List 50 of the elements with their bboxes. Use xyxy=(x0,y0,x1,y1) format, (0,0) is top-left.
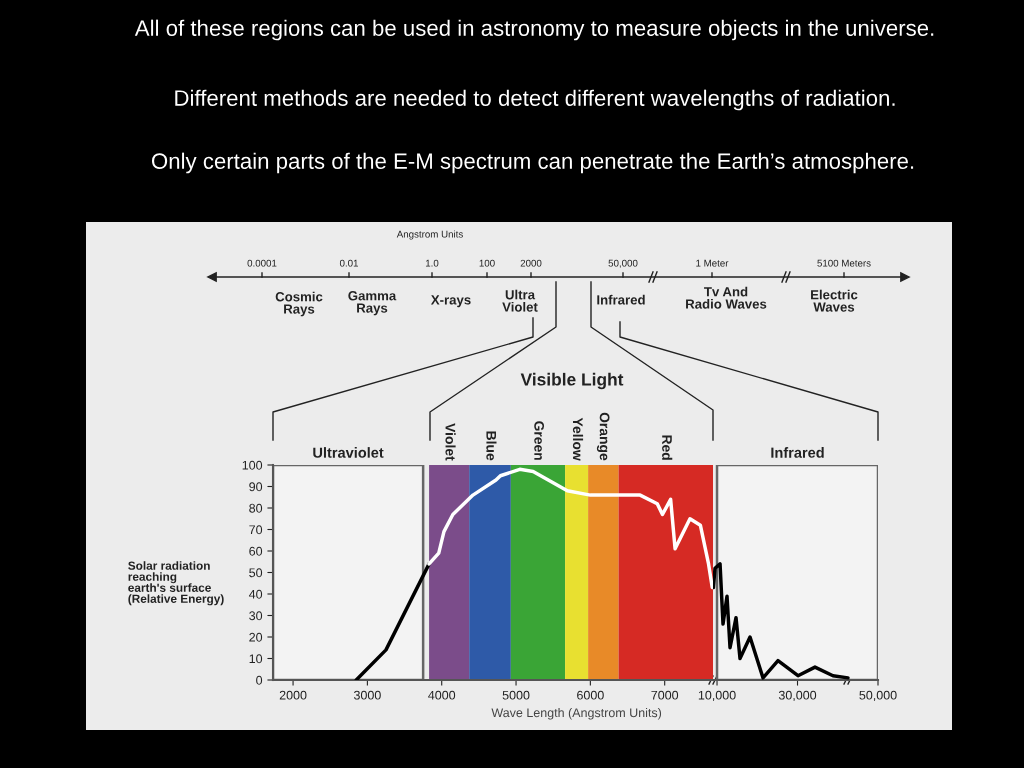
y-tick-label: 80 xyxy=(249,503,263,513)
x-tick-label: 6000 xyxy=(577,690,604,700)
y-tick-label: 50 xyxy=(249,568,263,578)
text: Ultra Violet xyxy=(502,289,538,312)
text: Visible Light xyxy=(520,372,624,390)
band-label: Yellow xyxy=(572,417,584,461)
y-tick-label: 0 xyxy=(256,675,263,685)
x-tick-label: 30,000 xyxy=(778,690,817,702)
text: 1 Meter xyxy=(696,259,729,267)
x-tick-label: 2000 xyxy=(279,690,307,700)
text: 50,000 xyxy=(608,259,638,268)
band-label: Blue xyxy=(486,431,497,461)
y-tick-label: 60 xyxy=(249,546,263,556)
y-tick-label: 20 xyxy=(249,632,263,642)
band-label: Infrared xyxy=(771,447,824,458)
text: Electric Waves xyxy=(811,289,858,312)
text: 1.0 xyxy=(425,259,439,267)
band-label: Green xyxy=(534,421,545,460)
text: Infrared xyxy=(597,294,645,305)
text: 0.01 xyxy=(339,259,358,267)
y-axis-title: Solar radiation reaching earth's surface (Relative Energy) xyxy=(128,561,224,606)
text: Only certain parts of the E-M spectrum can penetrate the Earth’s atmosphere. xyxy=(151,152,914,174)
text: 0.0001 xyxy=(247,259,277,267)
band-label: Ultraviolet xyxy=(313,447,384,458)
text: Different methods are needed to detect different wavelengths of radiation. xyxy=(175,89,895,111)
y-tick-label: 70 xyxy=(249,525,263,535)
y-tick-label: 10 xyxy=(249,654,263,664)
text: 5100 Meters xyxy=(817,259,871,267)
x-tick-label: 4000 xyxy=(428,690,456,700)
text: Angstrom Units xyxy=(396,230,463,240)
text: All of these regions can be used in astronomy to measure objects in the universe. xyxy=(134,19,934,41)
y-tick-label: 90 xyxy=(249,482,263,492)
x-tick-label: 3000 xyxy=(353,690,381,700)
y-tick-label: 30 xyxy=(249,611,263,621)
text: 100 xyxy=(479,259,495,267)
text: X-rays xyxy=(430,295,471,308)
x-axis-title: Wave Length (Angstrom Units) xyxy=(491,707,662,720)
y-tick-label: 100 xyxy=(242,460,263,470)
y-tick-label: 40 xyxy=(248,589,263,599)
x-tick-label: 50,000 xyxy=(859,690,897,702)
band-label: Red xyxy=(662,435,673,460)
text: Tv And Radio Waves xyxy=(686,286,767,309)
text: 2000 xyxy=(520,259,542,267)
text: Gamma Rays xyxy=(348,291,397,316)
text: Cosmic Rays xyxy=(275,291,323,317)
x-tick-label: 7000 xyxy=(651,690,679,700)
x-tick-label: 10,000 xyxy=(698,690,736,702)
band-label: Violet xyxy=(445,423,456,461)
x-tick-label: 5000 xyxy=(502,690,530,700)
band-label: Orange xyxy=(596,412,610,461)
